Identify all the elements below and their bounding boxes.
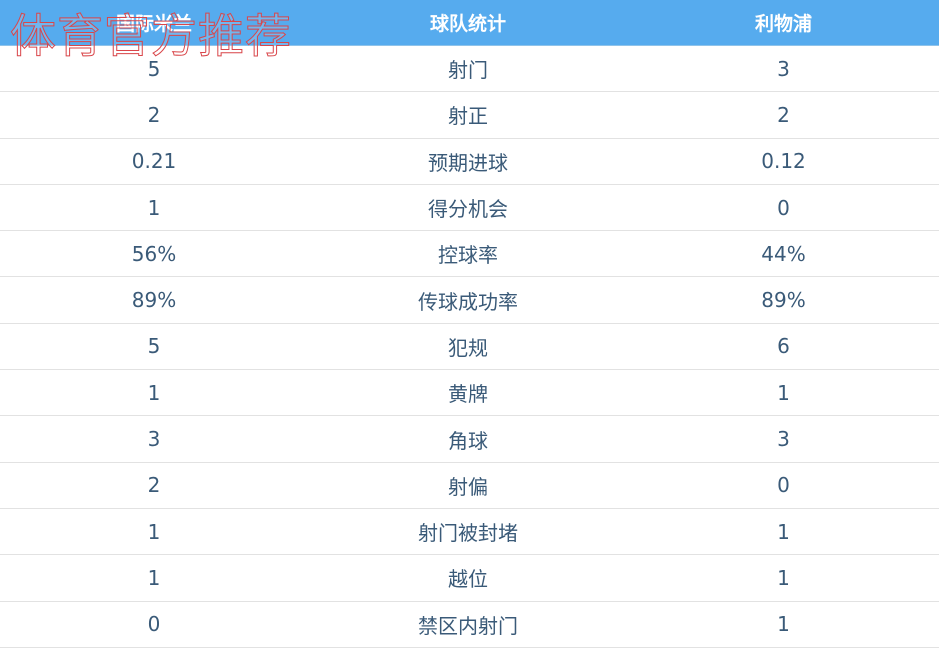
away-value: 0 <box>777 473 790 498</box>
away-value: 1 <box>777 565 790 590</box>
table-row: 0 禁区内射门 1 <box>0 602 939 648</box>
home-value: 1 <box>147 519 161 544</box>
away-value: 3 <box>777 56 790 81</box>
table-row: 1 射门被封堵 1 <box>0 509 939 556</box>
home-value: 3 <box>147 427 161 452</box>
home-value: 89% <box>131 288 177 313</box>
table-header: 国际米兰 球队统计 利物浦 <box>0 0 939 46</box>
table-row: 1 越位 1 <box>0 555 939 602</box>
stat-label: 角球 <box>448 428 488 453</box>
away-value: 2 <box>777 102 790 127</box>
stat-label: 犯规 <box>448 335 488 360</box>
stat-label: 射偏 <box>448 474 488 499</box>
away-value: 89% <box>761 288 806 313</box>
away-value: 0.12 <box>761 149 806 174</box>
table-row: 2 射正 2 <box>0 92 939 139</box>
stat-label: 黄牌 <box>448 382 488 407</box>
table-row: 89% 传球成功率 89% <box>0 277 939 324</box>
home-value: 1 <box>147 380 161 405</box>
table-row: 5 犯规 6 <box>0 324 939 371</box>
home-team-header: 国际米兰 <box>115 13 192 35</box>
stat-label: 预期进球 <box>428 150 508 175</box>
table-row: 56% 控球率 44% <box>0 231 939 278</box>
stat-label: 射正 <box>448 104 488 129</box>
home-value: 1 <box>147 195 161 220</box>
stat-header: 球队统计 <box>429 13 506 35</box>
table-row: 1 黄牌 1 <box>0 370 939 417</box>
table-row: 0.21 预期进球 0.12 <box>0 139 939 185</box>
stat-label: 射门 <box>448 58 488 83</box>
stat-label: 得分机会 <box>428 197 508 222</box>
table-row: 2 射偏 0 <box>0 463 939 509</box>
stat-label: 禁区内射门 <box>418 613 518 638</box>
stat-label: 控球率 <box>438 243 498 268</box>
home-value: 5 <box>147 334 161 359</box>
table-row: 5 射门 3 <box>0 46 939 93</box>
stats-table: 5 射门 3 2 射正 2 0.21 预期进球 0.12 1 得分机会 0 56% 控球率 44% 89% 传球… <box>0 46 939 648</box>
home-value: 2 <box>147 473 161 498</box>
home-value: 5 <box>147 56 161 81</box>
away-value: 1 <box>777 519 790 544</box>
home-value: 2 <box>147 102 161 127</box>
stat-label: 射门被封堵 <box>418 521 518 546</box>
home-value: 1 <box>147 565 161 590</box>
stat-label: 越位 <box>448 567 488 592</box>
away-value: 1 <box>777 380 790 405</box>
away-team-header: 利物浦 <box>754 13 812 35</box>
home-value: 56% <box>131 241 177 266</box>
table-row: 1 得分机会 0 <box>0 185 939 232</box>
away-value: 3 <box>777 427 790 452</box>
away-value: 6 <box>777 334 790 359</box>
stat-label: 传球成功率 <box>418 289 518 314</box>
away-value: 44% <box>761 241 806 266</box>
away-value: 0 <box>777 195 790 220</box>
table-row: 3 角球 3 <box>0 416 939 463</box>
home-value: 0.21 <box>131 149 177 174</box>
